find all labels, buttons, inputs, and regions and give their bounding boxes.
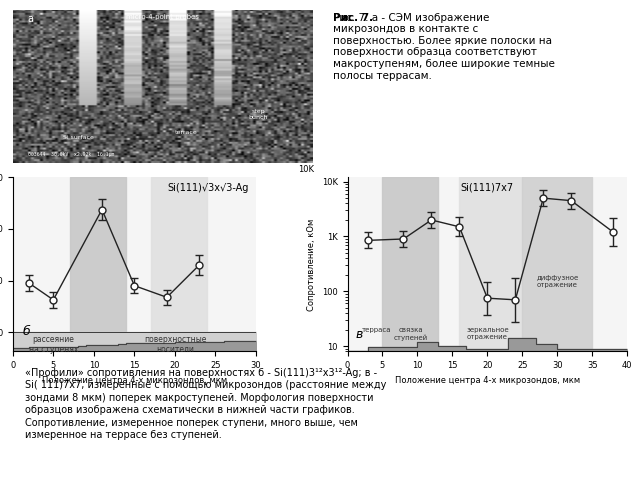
Text: Рис. 7. а - СЭМ изображение
микрозондов в контакте с
поверхностью. Более яркие п: Рис. 7. а - СЭМ изображение микрозондов … [333, 12, 556, 81]
Y-axis label: Сопротивление, кОм: Сопротивление, кОм [307, 218, 316, 311]
Text: рассеяние
на ступенях: рассеяние на ступенях [29, 335, 78, 354]
Text: в: в [356, 328, 364, 341]
Text: micro-4-point probes: micro-4-point probes [126, 14, 199, 20]
Text: 10K: 10K [298, 165, 314, 174]
Text: 003644  30.0kV  x2.92k  16.1µm: 003644 30.0kV x2.92k 16.1µm [28, 152, 114, 157]
Text: terrace: terrace [175, 130, 198, 135]
Bar [70, 177, 126, 351]
Text: диффузное
отражение: диффузное отражение [536, 275, 579, 288]
Bar [383, 177, 438, 351]
Text: зеркальное
отражение: зеркальное отражение [466, 327, 509, 340]
Text: Si(111)7x7: Si(111)7x7 [461, 182, 514, 192]
Text: терраса: терраса [362, 327, 391, 334]
Text: «Профили» сопротивления на поверхностях б - Si(111)3¹²x3¹²-Ag; в -
Si( 111)7x7, : «Профили» сопротивления на поверхностях … [25, 368, 387, 440]
Text: б: б [22, 324, 30, 337]
Text: Si(111)√3x√3-Ag: Si(111)√3x√3-Ag [167, 182, 249, 192]
Text: step
bunch: step bunch [249, 109, 268, 120]
Text: связка
ступеней: связка ступеней [394, 327, 428, 341]
X-axis label: Положение центра 4-х микрозондов, мкм: Положение центра 4-х микрозондов, мкм [42, 376, 227, 385]
Text: Рис. 7.: Рис. 7. [333, 12, 374, 23]
Text: поверхностные
носители: поверхностные носители [144, 335, 206, 354]
Bar [522, 177, 592, 351]
Text: Si surface: Si surface [63, 135, 94, 140]
X-axis label: Положение центра 4-х микрозондов, мкм: Положение центра 4-х микрозондов, мкм [395, 376, 580, 385]
Bar [150, 177, 207, 351]
Text: а: а [28, 14, 34, 24]
Bar [460, 177, 522, 351]
